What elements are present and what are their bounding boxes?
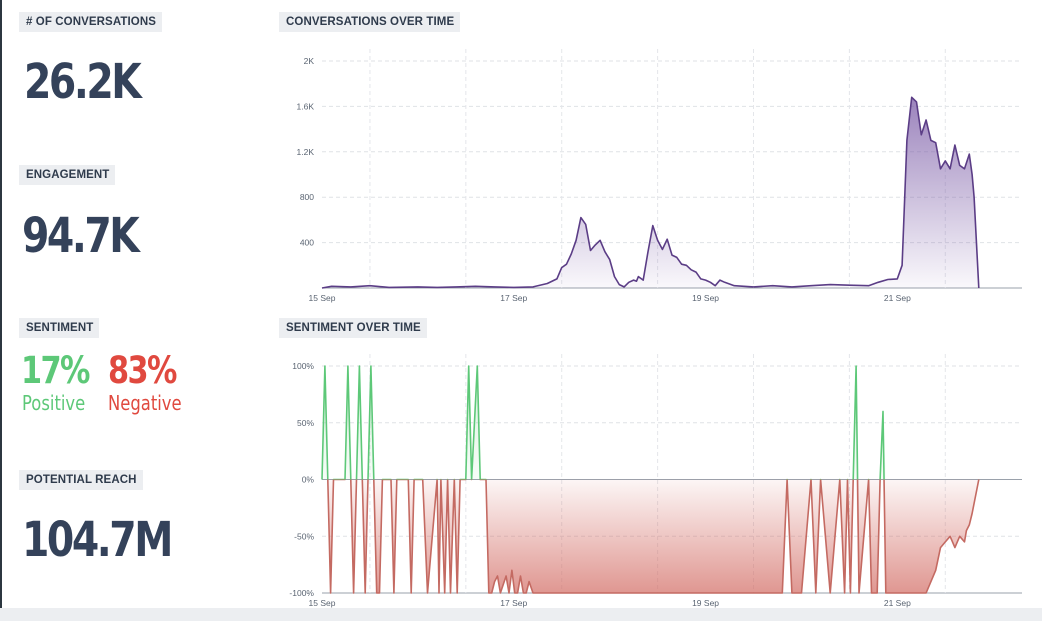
conversations-xtick-label: 21 Sep <box>884 293 911 303</box>
sentiment-ytick-label: 0% <box>302 475 315 485</box>
reach-value: 104.7M <box>22 512 173 568</box>
conversations-ytick-label: 1.2K <box>297 147 315 157</box>
conversations-xtick-label: 17 Sep <box>500 293 527 303</box>
sentiment-xtick-label: 15 Sep <box>309 598 336 608</box>
sentiment-xtick-label: 21 Sep <box>884 598 911 608</box>
negative-percent: 83% <box>108 349 177 392</box>
sentiment-positive-line <box>321 365 979 480</box>
conversations-value: 26.2K <box>24 54 142 110</box>
sentiment-xtick-label: 17 Sep <box>500 598 527 608</box>
conversations-xtick-label: 15 Sep <box>309 293 336 303</box>
bottom-bar <box>0 608 1042 621</box>
left-border <box>0 0 2 608</box>
conversations-ytick-label: 400 <box>300 238 314 248</box>
conversations-chart-title: CONVERSATIONS OVER TIME <box>279 12 461 32</box>
sentiment-label: SENTIMENT <box>19 318 100 338</box>
conversations-ytick-label: 2K <box>304 56 315 66</box>
conversations-ytick-label: 1.6K <box>297 101 315 111</box>
positive-percent: 17% <box>21 349 90 392</box>
conversations-line <box>321 96 980 289</box>
engagement-value: 94.7K <box>22 208 140 264</box>
positive-caption: Positive <box>22 391 86 415</box>
negative-caption: Negative <box>108 391 182 415</box>
sentiment-chart-title: SENTIMENT OVER TIME <box>279 318 427 338</box>
sentiment-xtick-label: 19 Sep <box>692 598 719 608</box>
sentiment-ytick-label: 100% <box>292 361 314 371</box>
sentiment-ytick-label: -50% <box>294 531 314 541</box>
reach-label: POTENTIAL REACH <box>19 470 143 490</box>
conversations-label: # OF CONVERSATIONS <box>19 12 163 32</box>
conversations-ytick-label: 800 <box>300 192 314 202</box>
sentiment-ytick-label: -100% <box>289 588 314 598</box>
conversations-area <box>322 97 979 288</box>
engagement-label: ENGAGEMENT <box>19 165 116 185</box>
sentiment-negative-line <box>322 479 980 594</box>
conversations-xtick-label: 19 Sep <box>692 293 719 303</box>
sentiment-ytick-label: 50% <box>297 418 314 428</box>
